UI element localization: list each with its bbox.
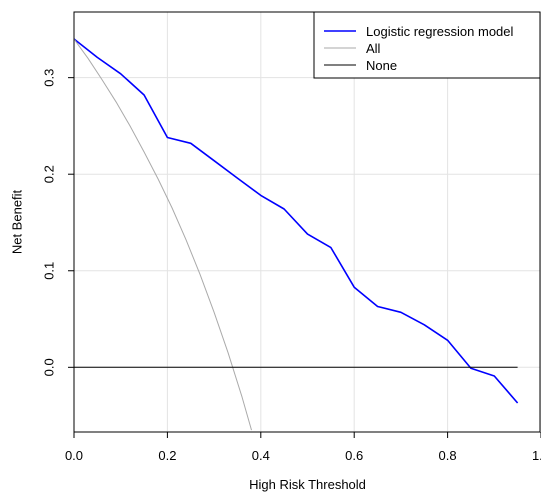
plot-frame [73,11,541,433]
series-line-all [74,38,252,431]
y-tick-label: 0.2 [41,165,56,183]
series-line-logistic-regression-model [74,38,519,404]
legend-label: Logistic regression model [366,24,514,39]
series-group [74,38,519,431]
legend: Logistic regression model All None [313,11,541,79]
x-tick-label: 0.6 [345,448,363,463]
legend-box [313,11,541,79]
x-tick-label: 0.4 [252,448,270,463]
y-tick-label: 0.1 [41,262,56,280]
axes: 0.0 0.2 0.4 0.6 0.8 1.0 0.0 0.1 0.2 0.3 [41,69,541,463]
legend-label: None [366,58,397,73]
x-tick-label: 0.8 [439,448,457,463]
x-tick-label: 0.0 [65,448,83,463]
y-tick-label: 0.3 [41,69,56,87]
y-tick-label: 0.0 [41,358,56,376]
x-tick-label: 1.0 [532,448,541,463]
x-axis-label: High Risk Threshold [249,477,366,492]
x-tick-label: 0.2 [158,448,176,463]
legend-label: All [366,41,381,56]
y-axis-label: Net Benefit [9,189,24,254]
